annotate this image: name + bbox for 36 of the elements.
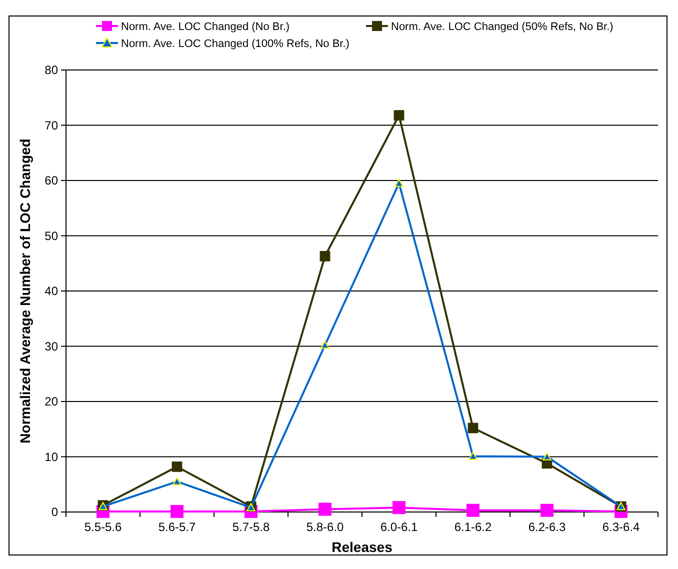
point	[172, 461, 182, 472]
point	[466, 504, 480, 517]
y-tick-label: 30	[44, 339, 58, 354]
point	[394, 110, 404, 121]
y-axis-title: Normalized Average Number of LOC Changed	[17, 138, 33, 444]
x-axis-title: Releases	[332, 539, 393, 555]
point	[170, 504, 184, 518]
point	[172, 477, 182, 486]
x-tick-label: 6.0-6.1	[380, 520, 418, 534]
point	[542, 452, 552, 460]
y-tick-label: 50	[44, 228, 58, 243]
x-tick-label: 5.5-5.6	[84, 520, 122, 534]
legend-label: Norm. Ave. LOC Changed (50% Refs, No Br.)	[391, 20, 614, 33]
x-tick-label: 5.7-5.8	[232, 520, 270, 534]
point	[392, 501, 406, 514]
y-tick-label: 60	[44, 174, 58, 188]
point	[318, 502, 332, 516]
point	[320, 250, 330, 262]
x-tick-label: 6.3-6.4	[602, 520, 640, 534]
x-tick-label: 5.8-6.0	[306, 520, 344, 534]
y-tick-label: 80	[44, 63, 58, 78]
x-tick-label: 5.6-5.7	[158, 520, 196, 534]
y-tick-label: 0	[51, 505, 58, 520]
point	[394, 178, 404, 187]
y-tick-label: 20	[44, 394, 58, 409]
point	[468, 422, 478, 434]
legend-label: Norm. Ave. LOC Changed (No Br.)	[121, 20, 290, 33]
legend-label: Norm. Ave. LOC Changed (100% Refs, No Br.)	[121, 38, 350, 50]
y-tick-label: 40	[44, 284, 58, 298]
x-tick-label: 6.1-6.2	[454, 520, 492, 534]
y-tick-label: 10	[44, 450, 58, 464]
y-tick-label: 70	[44, 118, 58, 132]
point	[320, 340, 330, 349]
point	[468, 452, 478, 460]
point	[540, 504, 554, 517]
x-tick-label: 6.2-6.3	[528, 520, 566, 534]
